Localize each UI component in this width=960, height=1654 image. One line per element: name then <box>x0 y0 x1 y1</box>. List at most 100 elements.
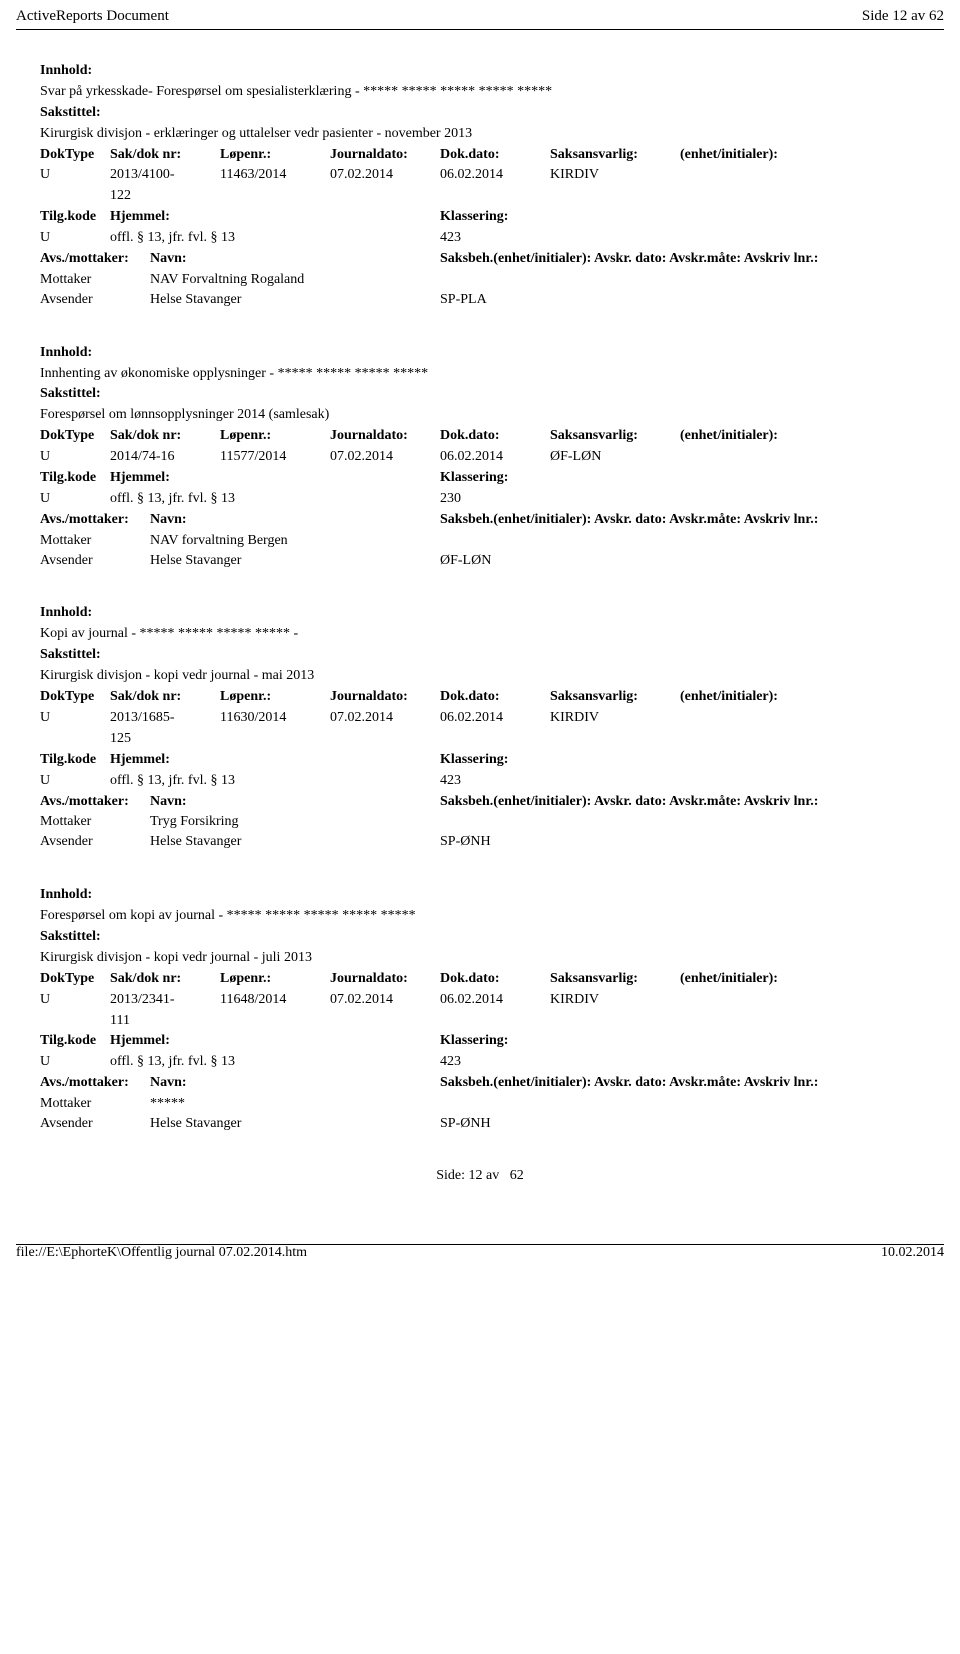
actor-name: NAV forvaltning Bergen <box>150 532 440 551</box>
val-klassering: 423 <box>440 772 920 791</box>
classify-headers: Tilg.kode Hjemmel: Klassering: <box>40 208 920 227</box>
hdr-doktype: DokType <box>40 970 110 989</box>
val-doktype: U <box>40 991 110 1010</box>
classify-values: U offl. § 13, jfr. fvl. § 13 423 <box>40 229 920 248</box>
val-tilgkode: U <box>40 229 110 248</box>
hdr-saksansvarlig: Saksansvarlig: <box>550 688 680 707</box>
actor-code: SP-PLA <box>440 291 920 310</box>
actor-code <box>440 271 920 290</box>
actor-role: Avsender <box>40 833 150 852</box>
actor-headers: Avs./mottaker: Navn: Saksbeh.(enhet/init… <box>40 793 920 812</box>
val-doktype: U <box>40 448 110 467</box>
innhold-text: Svar på yrkesskade- Forespørsel om spesi… <box>40 83 920 102</box>
val-sakdok-sub: 111 <box>110 1012 220 1031</box>
hdr-sakdok: Sak/dok nr: <box>110 427 220 446</box>
val-tilgkode: U <box>40 490 110 509</box>
innhold-label: Innhold: <box>40 344 920 363</box>
hdr-dokdato: Dok.dato: <box>440 427 550 446</box>
val-dokdato: 06.02.2014 <box>440 991 550 1010</box>
val-hjemmel: offl. § 13, jfr. fvl. § 13 <box>110 229 440 248</box>
val-sakdok: 2014/74-16 <box>110 448 220 467</box>
val-klassering: 423 <box>440 229 920 248</box>
actor-name: NAV Forvaltning Rogaland <box>150 271 440 290</box>
val-hjemmel: offl. § 13, jfr. fvl. § 13 <box>110 772 440 791</box>
val-journaldato: 07.02.2014 <box>330 709 440 728</box>
meta-values: U 2013/2341- 11648/2014 07.02.2014 06.02… <box>40 991 920 1010</box>
meta-values: U 2013/1685- 11630/2014 07.02.2014 06.02… <box>40 709 920 728</box>
hdr-klassering: Klassering: <box>440 208 920 227</box>
footer-side-total: 62 <box>510 1168 524 1183</box>
hdr-saksansvarlig: Saksansvarlig: <box>550 427 680 446</box>
actor-role: Avsender <box>40 552 150 571</box>
actor-code: ØF-LØN <box>440 552 920 571</box>
hdr-doktype: DokType <box>40 688 110 707</box>
hdr-lopenr: Løpenr.: <box>220 688 330 707</box>
actor-name: ***** <box>150 1095 440 1114</box>
val-saksansvarlig: ØF-LØN <box>550 448 680 467</box>
hdr-saksbeh: Saksbeh.(enhet/initialer): Avskr. dato: … <box>440 250 920 269</box>
record: Innhold: Innhenting av økonomiske opplys… <box>40 344 920 571</box>
hdr-enhet: (enhet/initialer): <box>680 427 920 446</box>
hdr-navn: Navn: <box>150 250 440 269</box>
hdr-tilgkode: Tilg.kode <box>40 208 110 227</box>
record: Innhold: Svar på yrkesskade- Forespørsel… <box>40 62 920 310</box>
val-lopenr: 11648/2014 <box>220 991 330 1010</box>
actor-headers: Avs./mottaker: Navn: Saksbeh.(enhet/init… <box>40 1074 920 1093</box>
val-tilgkode: U <box>40 772 110 791</box>
hdr-enhet: (enhet/initialer): <box>680 688 920 707</box>
actor-role: Mottaker <box>40 813 150 832</box>
actor-row: Mottaker ***** <box>40 1095 920 1114</box>
hdr-avs-mottaker: Avs./mottaker: <box>40 793 150 812</box>
actor-name: Helse Stavanger <box>150 552 440 571</box>
val-lopenr: 11630/2014 <box>220 709 330 728</box>
hdr-enhet: (enhet/initialer): <box>680 970 920 989</box>
hdr-dokdato: Dok.dato: <box>440 146 550 165</box>
hdr-sakdok: Sak/dok nr: <box>110 146 220 165</box>
header-title: ActiveReports Document <box>16 8 169 25</box>
val-dokdato: 06.02.2014 <box>440 448 550 467</box>
sakstittel-text: Kirurgisk divisjon - kopi vedr journal -… <box>40 949 920 968</box>
actor-code: SP-ØNH <box>440 833 920 852</box>
hdr-saksansvarlig: Saksansvarlig: <box>550 146 680 165</box>
classify-headers: Tilg.kode Hjemmel: Klassering: <box>40 751 920 770</box>
hdr-journaldato: Journaldato: <box>330 427 440 446</box>
val-journaldato: 07.02.2014 <box>330 166 440 185</box>
val-sakdok: 2013/4100- <box>110 166 220 185</box>
sakstittel-text: Kirurgisk divisjon - kopi vedr journal -… <box>40 667 920 686</box>
hdr-klassering: Klassering: <box>440 469 920 488</box>
hdr-klassering: Klassering: <box>440 751 920 770</box>
val-sakdok-sub: 125 <box>110 730 220 749</box>
actor-row: Mottaker NAV forvaltning Bergen <box>40 532 920 551</box>
actor-role: Mottaker <box>40 271 150 290</box>
hdr-saksbeh: Saksbeh.(enhet/initialer): Avskr. dato: … <box>440 793 920 812</box>
hdr-navn: Navn: <box>150 511 440 530</box>
innhold-text: Innhenting av økonomiske opplysninger - … <box>40 365 920 384</box>
innhold-text: Kopi av journal - ***** ***** ***** ****… <box>40 625 920 644</box>
hdr-hjemmel: Hjemmel: <box>110 208 440 227</box>
footer-side-of: av <box>486 1168 499 1183</box>
actor-headers: Avs./mottaker: Navn: Saksbeh.(enhet/init… <box>40 511 920 530</box>
sakstittel-text: Kirurgisk divisjon - erklæringer og utta… <box>40 125 920 144</box>
val-lopenr: 11577/2014 <box>220 448 330 467</box>
val-saksansvarlig: KIRDIV <box>550 991 680 1010</box>
val-enhet <box>680 991 920 1010</box>
hdr-saksbeh: Saksbeh.(enhet/initialer): Avskr. dato: … <box>440 511 920 530</box>
hdr-journaldato: Journaldato: <box>330 688 440 707</box>
meta-values: U 2013/4100- 11463/2014 07.02.2014 06.02… <box>40 166 920 185</box>
hdr-sakdok: Sak/dok nr: <box>110 970 220 989</box>
sakstittel-label: Sakstittel: <box>40 646 920 665</box>
hdr-hjemmel: Hjemmel: <box>110 1032 440 1051</box>
val-journaldato: 07.02.2014 <box>330 448 440 467</box>
meta-values: U 2014/74-16 11577/2014 07.02.2014 06.02… <box>40 448 920 467</box>
hdr-lopenr: Løpenr.: <box>220 427 330 446</box>
hdr-enhet: (enhet/initialer): <box>680 146 920 165</box>
val-enhet <box>680 709 920 728</box>
meta-headers: DokType Sak/dok nr: Løpenr.: Journaldato… <box>40 970 920 989</box>
actor-row: Avsender Helse Stavanger ØF-LØN <box>40 552 920 571</box>
hdr-lopenr: Løpenr.: <box>220 146 330 165</box>
val-dokdato: 06.02.2014 <box>440 166 550 185</box>
hdr-journaldato: Journaldato: <box>330 970 440 989</box>
actor-row: Avsender Helse Stavanger SP-ØNH <box>40 833 920 852</box>
sakstittel-label: Sakstittel: <box>40 928 920 947</box>
val-sakdok: 2013/1685- <box>110 709 220 728</box>
